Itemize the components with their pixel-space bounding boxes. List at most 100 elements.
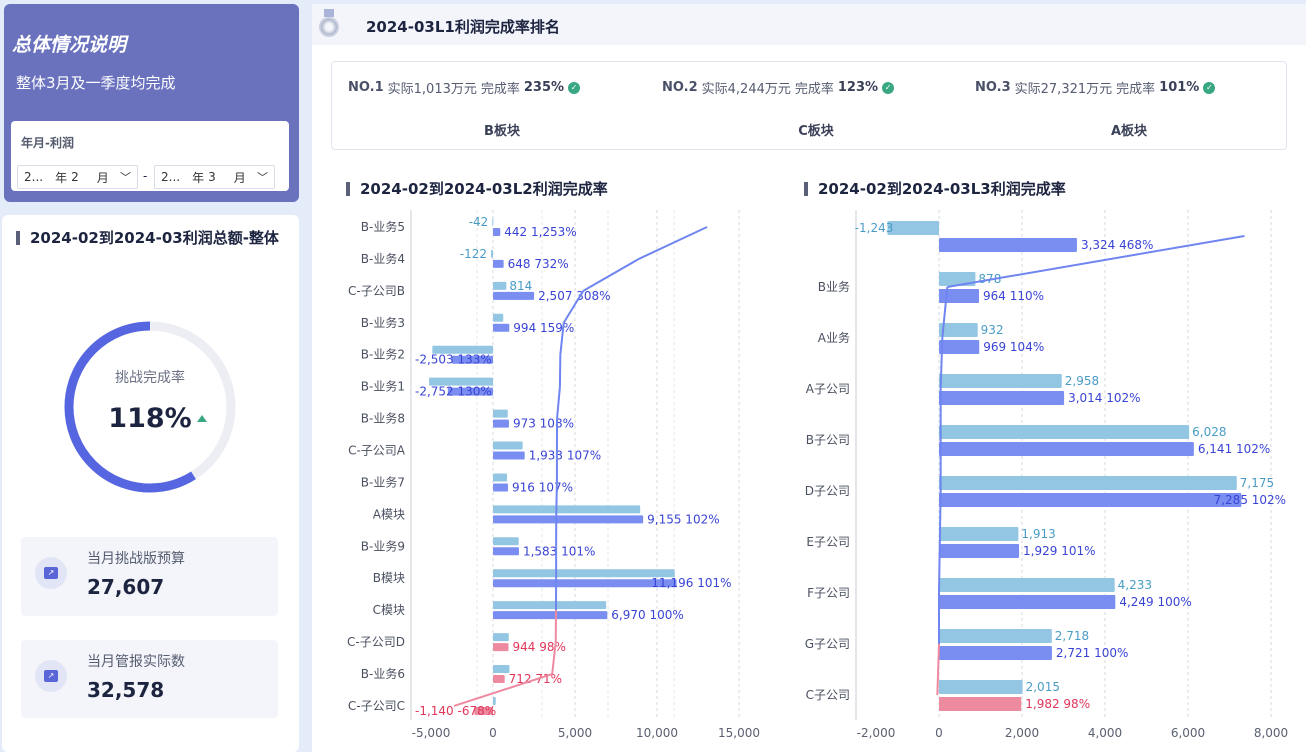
- start-year: 2...: [24, 170, 44, 184]
- actual-bar: [474, 706, 493, 715]
- actual-bar-label: 916 107%: [512, 480, 573, 494]
- actual-bar: [493, 579, 677, 588]
- rank-no: NO.3: [975, 80, 1011, 95]
- comparison-bar: [493, 633, 509, 642]
- category-label: B-业务3: [361, 315, 405, 330]
- actual-bar: [493, 259, 504, 268]
- rank-item-2: NO.2 实际4,244万元 完成率 123% ✓: [662, 78, 895, 97]
- rate-line-segment: [453, 673, 553, 707]
- chevron-down-icon: ﹀: [257, 171, 268, 184]
- rank-item-3: NO.3 实际27,321万元 完成率 101% ✓: [975, 78, 1216, 97]
- comparison-bar: [939, 374, 1062, 388]
- chevron-down-icon: ﹀: [120, 171, 131, 184]
- rate-line-segment: [556, 386, 561, 419]
- comparison-bar: [490, 249, 493, 258]
- total-title: 2024-02到2024-03利润总额-整体: [16, 227, 279, 248]
- actual-bar: [493, 515, 644, 524]
- rank-actual: 实际27,321万元: [1014, 82, 1113, 97]
- rank-rate-label: 完成率: [480, 82, 520, 97]
- category-label: B模块: [373, 571, 405, 585]
- x-tick-label: 0: [935, 726, 943, 740]
- actual-bar: [939, 697, 1022, 711]
- category-label: C模块: [373, 603, 405, 617]
- x-tick-label: -5,000: [412, 726, 451, 740]
- comparison-bar: [493, 537, 519, 546]
- gauge-value: 118%: [108, 403, 192, 434]
- actual-bar-label: 11,196 101%: [651, 576, 731, 590]
- comparison-bar-label: -1,243: [855, 221, 894, 235]
- rate-line-segment: [559, 322, 565, 355]
- card-label: 当月挑战版预算: [87, 551, 185, 567]
- card-value: 27,607: [87, 575, 165, 599]
- filter-label: 年月-利润: [21, 136, 74, 150]
- l2-chart-title-text: 2024-02到2024-03L2利润完成率: [360, 180, 608, 198]
- x-tick-label: 8,000: [1254, 726, 1288, 740]
- year-unit: 年: [55, 170, 68, 185]
- ranking-title: 2024-03L1利润完成率排名: [366, 18, 560, 36]
- summary-subtitle: 整体3月及一季度均完成: [16, 74, 176, 92]
- category-label: B-业务1: [361, 379, 405, 394]
- comparison-bar: [493, 601, 607, 610]
- l3-chart-title-text: 2024-02到2024-03L3利润完成率: [818, 180, 1066, 198]
- title-marker: [16, 230, 20, 245]
- rate-line-segment: [939, 337, 944, 390]
- comparison-bar-label: 2,015: [1026, 680, 1060, 694]
- check-circle-icon: ✓: [882, 81, 895, 94]
- actual-bar-label: 3,324 468%: [1081, 238, 1153, 252]
- rank-rate: 123%: [837, 80, 879, 95]
- actual-bar-label: 1,982 98%: [1025, 697, 1090, 711]
- actual-bar: [493, 611, 608, 620]
- total-profit-panel: 2024-02到2024-03利润总额-整体 挑战完成率 118% ↗ 当月挑战…: [2, 215, 299, 752]
- comparison-bar-label: 1,913: [1021, 527, 1055, 541]
- end-month-select[interactable]: 2... 年 3 月 ﹀: [154, 165, 275, 189]
- x-tick-label: 15,000: [718, 726, 760, 740]
- rank-rate: 101%: [1159, 80, 1200, 95]
- range-separator: -: [143, 169, 148, 183]
- category-label: B业务: [818, 279, 850, 294]
- actual-bar-label: 9,155 102%: [647, 512, 719, 526]
- category-label: B-业务6: [361, 666, 405, 681]
- card-value: 32,578: [87, 678, 165, 702]
- comparison-bar-label: -122: [460, 247, 487, 261]
- start-month: 2: [71, 170, 79, 184]
- actual-bar-label: 3,014 102%: [1068, 391, 1140, 405]
- actual-bar-label: 944 98%: [512, 640, 565, 654]
- month-unit: 月: [233, 170, 246, 185]
- actual-bar: [939, 238, 1077, 252]
- actual-bar-label: 648 732%: [508, 257, 569, 271]
- rate-line-segment: [555, 482, 558, 515]
- rate-line-segment: [938, 541, 941, 594]
- actual-bar: [493, 451, 525, 460]
- gauge: [64, 321, 236, 493]
- start-month-select[interactable]: 2... 年 2 月 ﹀: [17, 165, 138, 189]
- comparison-bar: [493, 696, 496, 705]
- comparison-bar-label: 932: [981, 323, 1004, 337]
- category-label: G子公司: [805, 637, 850, 651]
- actual-bar-label: 1,929 101%: [1023, 544, 1095, 558]
- comparison-bar: [939, 323, 978, 337]
- rank-no: NO.2: [662, 80, 698, 95]
- l2-chart-title: 2024-02到2024-03L2利润完成率: [346, 178, 608, 199]
- category-label: C-子公司D: [347, 635, 405, 649]
- actual-bar-label: 964 110%: [983, 289, 1044, 303]
- category-label: B-业务8: [361, 411, 405, 426]
- category-label: B-业务9: [361, 538, 405, 553]
- category-label: B-业务2: [361, 347, 405, 362]
- rank-actual: 实际1,013万元: [387, 82, 477, 97]
- end-year: 2...: [161, 170, 181, 184]
- comparison-bar: [939, 476, 1237, 490]
- actual-bar-label: 6,141 102%: [1198, 442, 1270, 456]
- comparison-bar: [493, 281, 507, 290]
- actual-bar-label: 2,507 308%: [538, 289, 610, 303]
- category-label: D子公司: [805, 484, 850, 498]
- rate-line-segment: [941, 286, 949, 339]
- rank-actual: 实际4,244万元: [701, 82, 791, 97]
- rate-line-segment: [947, 235, 1245, 288]
- actual-bar-label: 994 159%: [513, 321, 574, 335]
- title-marker: [804, 181, 808, 196]
- comparison-bar: [939, 272, 976, 286]
- year-unit: 年: [192, 170, 205, 185]
- rank-rate-label: 完成率: [794, 82, 834, 97]
- actual-bar-label: 6,970 100%: [611, 608, 683, 622]
